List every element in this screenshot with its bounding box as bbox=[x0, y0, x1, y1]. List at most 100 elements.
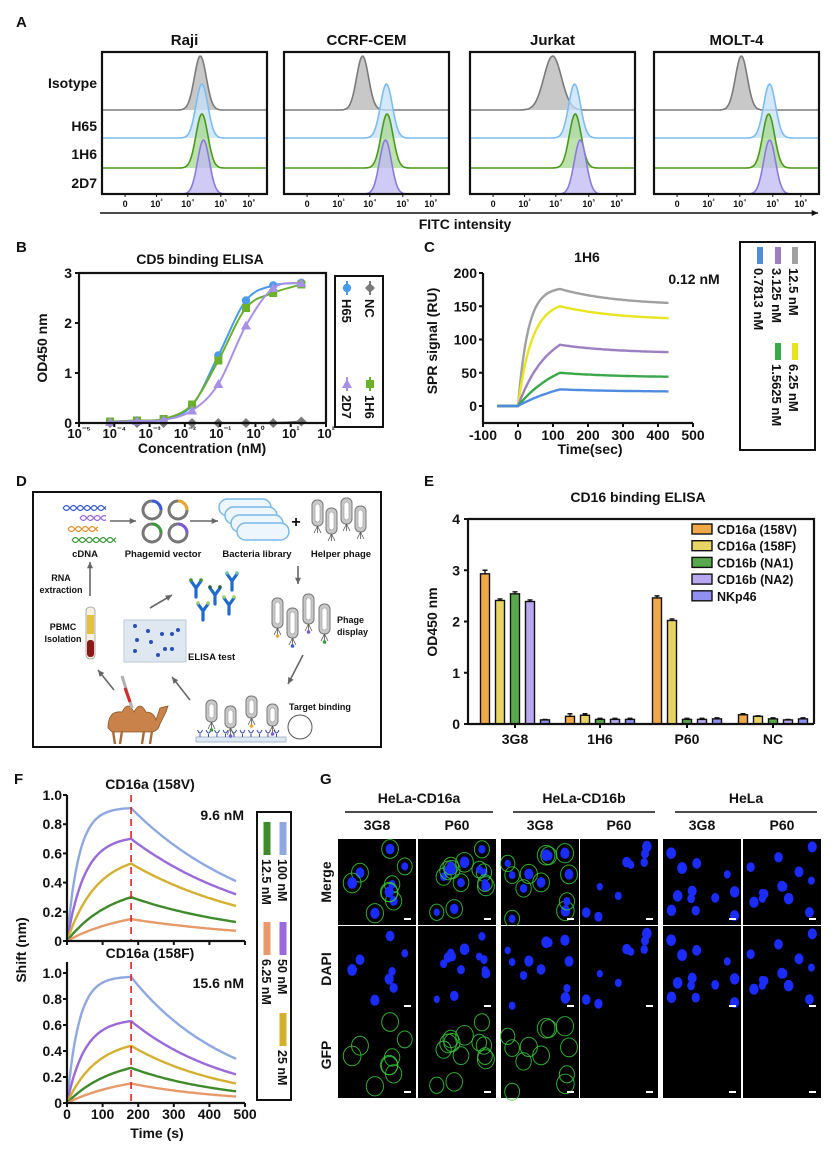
gfp-membrane-ring bbox=[504, 1082, 521, 1101]
legend-frame bbox=[334, 275, 384, 428]
x-tick-label: 500 bbox=[681, 427, 705, 443]
column-header: 3G8 bbox=[364, 817, 391, 833]
dapi-nucleus bbox=[672, 977, 683, 989]
label-phage-display-line2: display bbox=[337, 627, 368, 637]
series-2d7 bbox=[105, 278, 307, 426]
gfp-membrane-ring bbox=[500, 1027, 516, 1046]
dapi-nucleus bbox=[805, 994, 814, 1005]
phage-core bbox=[343, 501, 350, 521]
label-elisa-test: ELISA test bbox=[188, 652, 236, 663]
marker-square bbox=[188, 400, 197, 409]
dapi-nucleus bbox=[504, 859, 511, 868]
micrograph-merge-6 bbox=[743, 839, 821, 925]
dapi-nucleus bbox=[389, 982, 398, 993]
x-tick-label: 100 bbox=[541, 427, 565, 443]
dapi-nucleus bbox=[433, 908, 440, 916]
gfp-membrane-ring bbox=[365, 1076, 384, 1097]
panel-label-b: B bbox=[16, 239, 27, 256]
y-axis-label: Shift (nm) bbox=[13, 917, 29, 982]
dapi-nucleus bbox=[687, 885, 697, 897]
y-tick-label: 0 bbox=[452, 716, 460, 732]
dapi-nucleus bbox=[564, 956, 574, 967]
micrograph-background bbox=[501, 1012, 579, 1098]
dapi-nucleus bbox=[504, 946, 511, 955]
gfp-membrane-ring bbox=[452, 1046, 470, 1065]
dapi-nucleus bbox=[711, 893, 720, 903]
sensorgram-3.125-nM bbox=[497, 343, 669, 408]
tick-base: 10 bbox=[582, 199, 592, 209]
histogram-fill-isotype bbox=[654, 56, 819, 110]
dapi-nucleus bbox=[760, 889, 769, 899]
sensorgram-25-nM bbox=[65, 1044, 237, 1104]
legend: H65 NC 1H6 2D7 bbox=[334, 275, 384, 428]
x-tick-label: 10⁵ bbox=[396, 198, 409, 209]
antibody-icon bbox=[222, 596, 236, 616]
antibody-tip bbox=[235, 571, 239, 575]
micrograph-gfp-6 bbox=[743, 1012, 821, 1098]
tick-base: 10 bbox=[424, 199, 434, 209]
gfp-membrane-ring bbox=[519, 863, 538, 885]
chart-title: CD16 binding ELISA bbox=[570, 489, 705, 505]
elisa-well-positive bbox=[149, 640, 153, 644]
sensorgram-12.5-nM bbox=[66, 1066, 237, 1104]
dapi-nucleus bbox=[627, 860, 635, 869]
error-bar bbox=[627, 717, 633, 720]
gfp-membrane-ring bbox=[476, 876, 495, 897]
column-header: P60 bbox=[607, 817, 632, 833]
x-tick-label: 10⁻⁵ bbox=[67, 425, 90, 442]
phage-leg bbox=[317, 525, 322, 534]
plasmid-insert bbox=[151, 522, 163, 534]
histogram-frame bbox=[100, 50, 269, 196]
legend-label: 6.25 nM bbox=[786, 364, 801, 412]
y-tick-label: 3 bbox=[64, 265, 72, 281]
micrograph-dapi-2 bbox=[418, 926, 496, 1012]
dapi-nucleus bbox=[524, 955, 534, 967]
kinetics-plot-1: CD16a (158V) 9.6 nM 0 0.2 0.4 0.6 0.8 1.0 bbox=[43, 776, 246, 949]
displayed-nanobody bbox=[322, 640, 327, 644]
target-antigen-icon bbox=[256, 729, 263, 737]
phage-leg bbox=[308, 623, 313, 632]
y-tick-label: 1 bbox=[452, 665, 460, 681]
dna-strand-icon bbox=[71, 536, 117, 544]
gfp-membrane-ring bbox=[396, 857, 413, 876]
scale-bar bbox=[404, 918, 411, 920]
y-tick-label: 2 bbox=[64, 315, 72, 331]
micrograph-merge-2 bbox=[418, 839, 496, 925]
histogram-fill-2d7 bbox=[654, 140, 819, 194]
tick-exponent: ³ bbox=[712, 198, 714, 205]
phage-leg bbox=[273, 627, 278, 636]
dapi-nucleus bbox=[355, 954, 365, 965]
tick-exponent: ¹ bbox=[296, 425, 299, 435]
tick-exponent: ⁻⁴ bbox=[117, 425, 126, 435]
gfp-membrane-ring bbox=[558, 892, 575, 911]
row-label: GFP bbox=[318, 1041, 334, 1070]
phage-leg bbox=[320, 633, 325, 642]
micrograph-gfp-5 bbox=[663, 1012, 741, 1098]
elisa-well-positive bbox=[176, 628, 180, 632]
target-antigen-icon bbox=[214, 729, 220, 737]
dapi-nucleus bbox=[666, 991, 677, 1004]
phage-leg bbox=[226, 727, 231, 736]
dapi-nucleus bbox=[723, 957, 731, 966]
error-bar bbox=[770, 717, 776, 719]
dapi-nucleus bbox=[475, 865, 483, 874]
legend: 100 nM 50 nM 25 nM 12.5 nM 6.25 nM bbox=[256, 811, 292, 1101]
dapi-nucleus bbox=[687, 894, 695, 904]
x-tick-label: 10⁴ bbox=[549, 198, 562, 209]
legend: 12.5 nM 6.25 nM 3.125 nM 1.5625 nM 0.7813 nM bbox=[739, 241, 816, 451]
legend-label: CD16a (158F) bbox=[717, 540, 796, 554]
scale-bar bbox=[729, 1005, 736, 1007]
x-tick-label: 10³ bbox=[150, 198, 162, 209]
phage-leg bbox=[304, 623, 309, 632]
x-tick-label: 0 bbox=[514, 427, 522, 443]
marker-triangle bbox=[240, 320, 251, 330]
histogram-line-isotype bbox=[284, 55, 449, 111]
scale-bar bbox=[646, 1005, 653, 1007]
y-tick-label: 4 bbox=[452, 511, 460, 527]
dapi-nucleus bbox=[596, 883, 603, 891]
y-tick-label: 0 bbox=[64, 415, 72, 431]
tick-base: 10 bbox=[363, 199, 373, 209]
error-bar bbox=[669, 618, 675, 621]
micrograph-dapi-5 bbox=[663, 926, 741, 1012]
dapi-nucleus bbox=[691, 992, 700, 1003]
